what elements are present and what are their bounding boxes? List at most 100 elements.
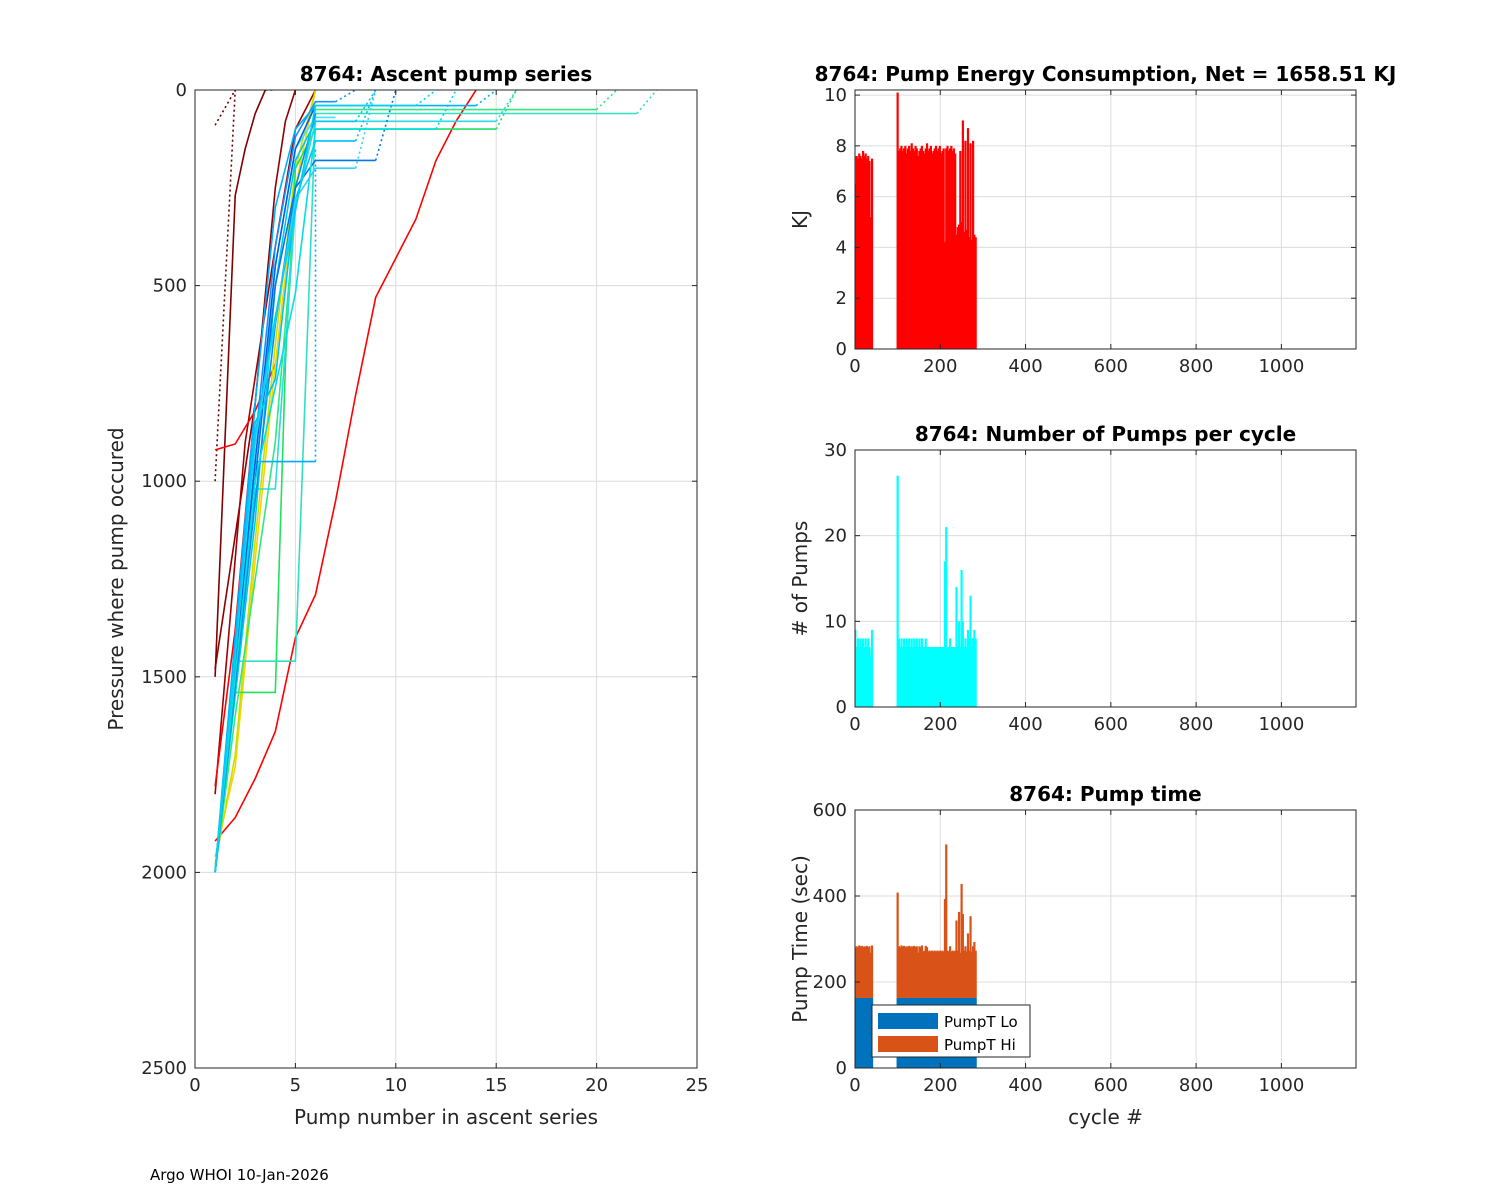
- bar: [952, 148, 956, 349]
- bar-pumpt-hi: [868, 946, 871, 998]
- x-tick-label: 800: [1179, 1075, 1213, 1096]
- bar-pumpt-hi: [900, 945, 903, 998]
- x-tick-label: 15: [485, 1075, 508, 1096]
- series-line: [214, 120, 356, 873]
- bar-pumpt-hi: [943, 899, 947, 998]
- bar-pumpt-hi: [961, 914, 964, 998]
- bar: [966, 128, 970, 349]
- bar: [961, 120, 964, 349]
- bar: [862, 150, 865, 349]
- energy-plot-area: [855, 92, 977, 349]
- x-tick-label: 400: [1008, 356, 1042, 377]
- bar: [965, 647, 968, 707]
- y-tick-label: 0: [176, 80, 187, 101]
- bar-pumpt-hi: [908, 945, 911, 998]
- bar-pumpt-hi: [952, 951, 956, 998]
- y-axis-label: KJ: [788, 210, 812, 229]
- bar-pumpt-hi: [964, 946, 967, 998]
- bar: [952, 647, 956, 707]
- bar: [960, 222, 963, 349]
- bar: [924, 638, 927, 707]
- y-tick-label: 20: [824, 526, 847, 547]
- bar-pumpt-hi: [915, 946, 918, 998]
- bar: [910, 638, 913, 707]
- bar: [964, 638, 967, 707]
- chart-title: 8764: Ascent pump series: [300, 62, 593, 86]
- x-tick-label: 20: [585, 1075, 608, 1096]
- bar: [929, 145, 932, 349]
- bar: [899, 148, 902, 349]
- x-tick-label: 400: [1008, 714, 1042, 735]
- bar: [954, 647, 957, 707]
- bar: [934, 145, 938, 349]
- y-tick-label: 2: [836, 288, 847, 309]
- bar: [900, 638, 903, 707]
- bar: [919, 148, 922, 349]
- bar: [868, 161, 871, 349]
- bar: [928, 148, 931, 349]
- series-line: [354, 90, 377, 169]
- bar: [940, 647, 943, 707]
- bar: [859, 638, 862, 707]
- bar-pumpt-lo: [855, 997, 858, 1068]
- plot-frame: [854, 809, 1357, 1069]
- bar: [860, 647, 863, 707]
- bar: [957, 621, 961, 707]
- bar: [928, 647, 931, 707]
- bar: [931, 647, 934, 707]
- bar: [945, 527, 948, 707]
- bar: [970, 647, 973, 707]
- bar: [960, 569, 963, 707]
- y-tick-label: 200: [813, 972, 847, 993]
- bar-pumpt-lo: [858, 997, 861, 1068]
- bar: [972, 140, 975, 349]
- chart-legend: PumpT Lo PumpT Hi: [871, 1004, 1031, 1058]
- bar: [942, 647, 945, 707]
- bar-pumpt-hi: [945, 844, 948, 998]
- bar: [865, 647, 869, 707]
- x-tick-label: 200: [923, 356, 957, 377]
- bar: [923, 647, 926, 707]
- bar-pumpt-hi: [914, 947, 917, 998]
- x-tick-label: 0: [849, 356, 860, 377]
- y-tick-label: 1000: [141, 471, 187, 492]
- bar: [956, 647, 959, 707]
- bar-pumpt-lo: [859, 997, 862, 1068]
- bar: [911, 647, 915, 707]
- bar: [855, 647, 858, 707]
- bar: [956, 227, 959, 349]
- bar: [932, 647, 935, 707]
- series-line: [214, 90, 317, 865]
- bar-pumpt-hi: [936, 950, 939, 998]
- bar: [936, 647, 939, 707]
- series-line: [214, 104, 416, 873]
- bar: [969, 143, 972, 349]
- bar: [941, 150, 944, 349]
- x-axis-label: cycle #: [1068, 1105, 1143, 1129]
- bar: [937, 647, 940, 707]
- bar-pumpt-hi: [968, 950, 971, 998]
- bar: [908, 145, 911, 349]
- y-axis-label: # of Pumps: [788, 521, 812, 637]
- y-tick-label: 500: [153, 276, 187, 297]
- pumptime-frame: 0 200 400 600 800 1000 0 200 400 600 8764: Pump ti…: [788, 782, 1357, 1129]
- series-line: [435, 90, 457, 130]
- bar: [909, 150, 912, 349]
- bar: [906, 148, 909, 349]
- bar: [914, 647, 917, 707]
- bar: [951, 647, 954, 707]
- series-line: [475, 90, 497, 107]
- bar-pumpt-hi: [860, 945, 863, 998]
- bar: [954, 153, 957, 349]
- bar: [974, 237, 977, 349]
- plot-frame: [194, 89, 698, 1069]
- bar: [968, 237, 971, 349]
- bar: [948, 638, 952, 707]
- bar-pumpt-hi: [947, 951, 950, 998]
- bar-pumpt-hi: [897, 946, 901, 998]
- pumps-plot-area: [855, 475, 977, 707]
- bar: [957, 224, 961, 349]
- bar: [901, 647, 904, 707]
- bar: [963, 232, 966, 349]
